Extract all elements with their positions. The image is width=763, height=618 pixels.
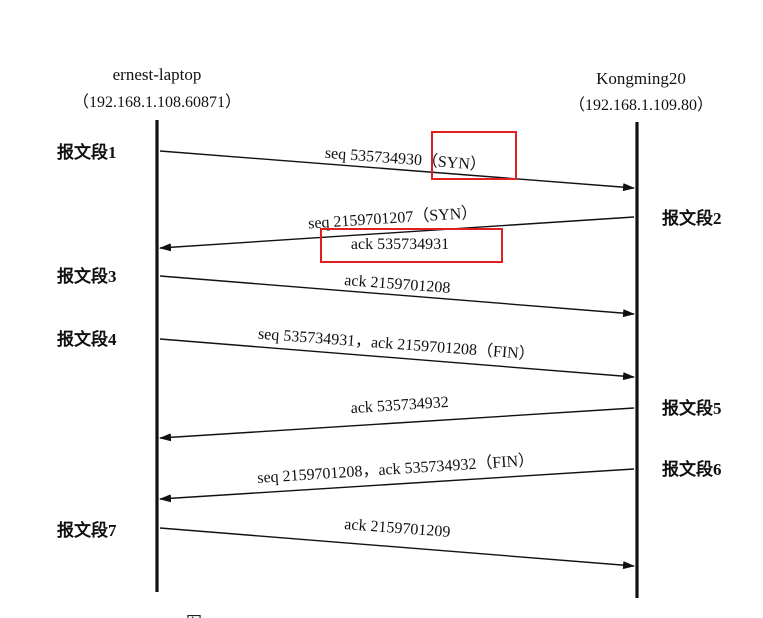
segment-7-label: 报文段7 bbox=[57, 520, 117, 540]
segment-6-text: seq 2159701208，ack 535734932（FIN） bbox=[257, 451, 535, 487]
left-host-name: ernest-laptop bbox=[113, 65, 202, 84]
segment-3-label: 报文段3 bbox=[57, 266, 117, 286]
segment-3-arrow bbox=[159, 275, 635, 318]
segment-1-arrow bbox=[159, 150, 635, 192]
segment-7-arrow bbox=[159, 527, 635, 570]
segment-7-text: ack 2159701209 bbox=[344, 516, 451, 541]
segment-5-text: ack 535734932 bbox=[350, 394, 449, 417]
segment-1-label: 报文段1 bbox=[57, 142, 117, 162]
segment-6-label: 报文段6 bbox=[662, 459, 722, 479]
left-host-address: （192.168.1.108.60871） bbox=[73, 93, 241, 111]
ack-highlight-box bbox=[320, 228, 503, 263]
segment-2-arrow bbox=[159, 216, 635, 252]
segment-2-label: 报文段2 bbox=[662, 208, 722, 228]
segment-5-arrow bbox=[159, 407, 635, 442]
segment-4-arrow bbox=[159, 338, 635, 381]
right-host-address: （192.168.1.109.80） bbox=[569, 96, 713, 114]
segment-2-text2: ack 535734931 bbox=[351, 236, 449, 253]
figure-caption: 图 bbox=[186, 615, 202, 618]
segment-5-label: 报文段5 bbox=[662, 398, 722, 418]
syn-highlight-box bbox=[431, 131, 517, 180]
segment-3-text: ack 2159701208 bbox=[344, 272, 451, 297]
segment-6-arrow bbox=[159, 468, 635, 503]
right-host-name: Kongming20 bbox=[596, 69, 686, 88]
segment-4-label: 报文段4 bbox=[57, 329, 117, 349]
